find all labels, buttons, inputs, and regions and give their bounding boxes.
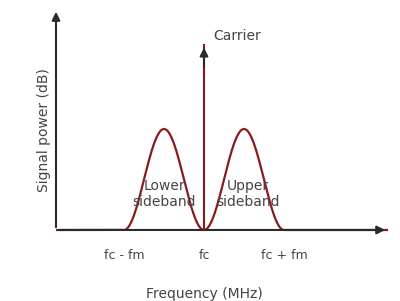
- Text: fc: fc: [198, 249, 210, 262]
- Text: fc - fm: fc - fm: [104, 249, 144, 262]
- Text: Signal power (dB): Signal power (dB): [37, 69, 51, 193]
- Text: Frequency (MHz): Frequency (MHz): [146, 287, 262, 301]
- Text: Lower
sideband: Lower sideband: [132, 179, 196, 209]
- Text: Carrier: Carrier: [214, 29, 261, 43]
- Text: Upper
sideband: Upper sideband: [216, 179, 280, 209]
- Text: fc + fm: fc + fm: [261, 249, 307, 262]
